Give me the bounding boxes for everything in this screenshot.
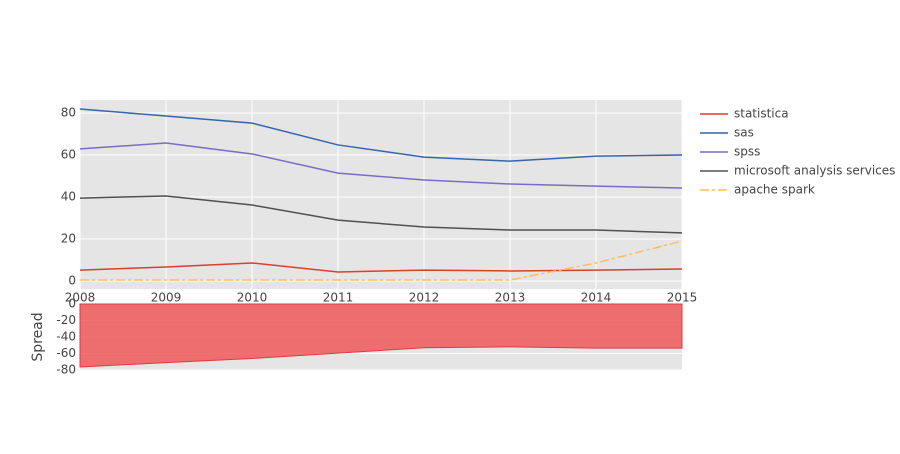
y-tick-label: 80 (61, 106, 76, 120)
x-tick-label: 2011 (323, 291, 354, 305)
plot-background (80, 100, 682, 289)
x-tick-label: 2008 (65, 291, 96, 305)
y-tick-label: 0 (68, 274, 76, 288)
line-series (79, 262, 683, 273)
x-tick-label: 2012 (409, 291, 440, 305)
legend-label: apache spark (734, 183, 815, 197)
y-tick-label: 60 (61, 148, 76, 162)
y-tick-label: -80 (56, 363, 76, 377)
y-tick-label: 20 (61, 232, 76, 246)
legend-label: spss (734, 145, 760, 159)
line-series (79, 142, 683, 189)
y-tick-label: 0 (68, 297, 76, 311)
x-tick-label: 2009 (151, 291, 182, 305)
x-tick-label: 2015 (667, 291, 698, 305)
line-series (80, 240, 683, 281)
line-series (79, 108, 683, 162)
x-tick-label: 2014 (581, 291, 612, 305)
y-axis-title: Spread (30, 312, 46, 361)
area-series (79, 303, 683, 368)
y-tick-label: -40 (56, 330, 76, 344)
line-series (79, 195, 683, 234)
legend-label: statistica (734, 107, 789, 121)
x-tick-label: 2013 (495, 291, 526, 305)
x-tick-label: 2010 (237, 291, 268, 305)
y-tick-label: 40 (61, 190, 76, 204)
legend-label: microsoft analysis services (734, 164, 895, 178)
y-tick-label: -60 (56, 346, 76, 360)
legend-label: sas (734, 126, 754, 140)
y-tick-label: -20 (56, 313, 76, 327)
